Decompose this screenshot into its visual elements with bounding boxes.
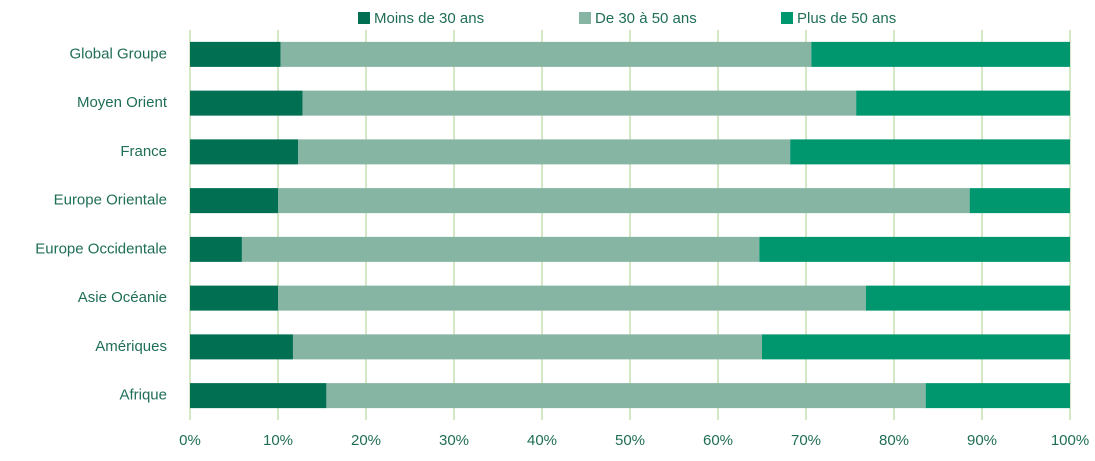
x-tick-label: 80%: [879, 432, 909, 449]
legend-swatch: [579, 12, 591, 24]
bar-segment: [865, 285, 1070, 311]
x-tick-label: 30%: [439, 432, 469, 449]
legend-swatch: [781, 12, 793, 24]
bar-segment: [790, 139, 1070, 165]
bar-segment: [278, 188, 970, 214]
y-tick-label: Moyen Orient: [77, 94, 168, 111]
x-tick-label: 40%: [527, 432, 557, 449]
bar-segment: [190, 285, 278, 311]
x-tick-label: 10%: [263, 432, 293, 449]
bar-segment: [811, 41, 1070, 67]
bar-segment: [241, 236, 760, 262]
x-tick-label: 70%: [791, 432, 821, 449]
y-tick-label: Europe Occidentale: [35, 240, 167, 257]
bar-segment: [190, 90, 303, 116]
x-tick-label: 100%: [1051, 432, 1089, 449]
legend-label: Moins de 30 ans: [374, 10, 484, 27]
bar-segment: [969, 188, 1070, 214]
y-tick-label: France: [120, 143, 167, 160]
x-tick-label: 0%: [179, 432, 201, 449]
bar-segment: [278, 285, 866, 311]
x-tick-label: 90%: [967, 432, 997, 449]
legend-swatch: [358, 12, 370, 24]
bar-segment: [190, 188, 278, 214]
x-tick-label: 60%: [703, 432, 733, 449]
bar-segment: [925, 383, 1070, 409]
legend-label: De 30 à 50 ans: [595, 10, 697, 27]
bar-segment: [326, 383, 926, 409]
bar-segment: [762, 334, 1070, 360]
bar-segment: [190, 236, 242, 262]
y-tick-label: Afrique: [119, 387, 167, 404]
x-tick-label: 50%: [615, 432, 645, 449]
y-tick-label: Europe Orientale: [54, 192, 167, 209]
bar-segment: [292, 334, 762, 360]
bar-segment: [190, 41, 281, 67]
bar-segment: [302, 90, 857, 116]
y-tick-label: Global Groupe: [69, 45, 167, 62]
bar-segment: [190, 139, 299, 165]
y-tick-label: Amériques: [95, 338, 167, 355]
legend-label: Plus de 50 ans: [797, 10, 896, 27]
bar-segment: [190, 334, 293, 360]
bar-segment: [190, 383, 327, 409]
y-tick-label: Asie Océanie: [78, 289, 167, 306]
bar-segment: [759, 236, 1070, 262]
x-tick-label: 20%: [351, 432, 381, 449]
bar-segment: [856, 90, 1070, 116]
bar-segment: [298, 139, 791, 165]
bar-segment: [280, 41, 812, 67]
